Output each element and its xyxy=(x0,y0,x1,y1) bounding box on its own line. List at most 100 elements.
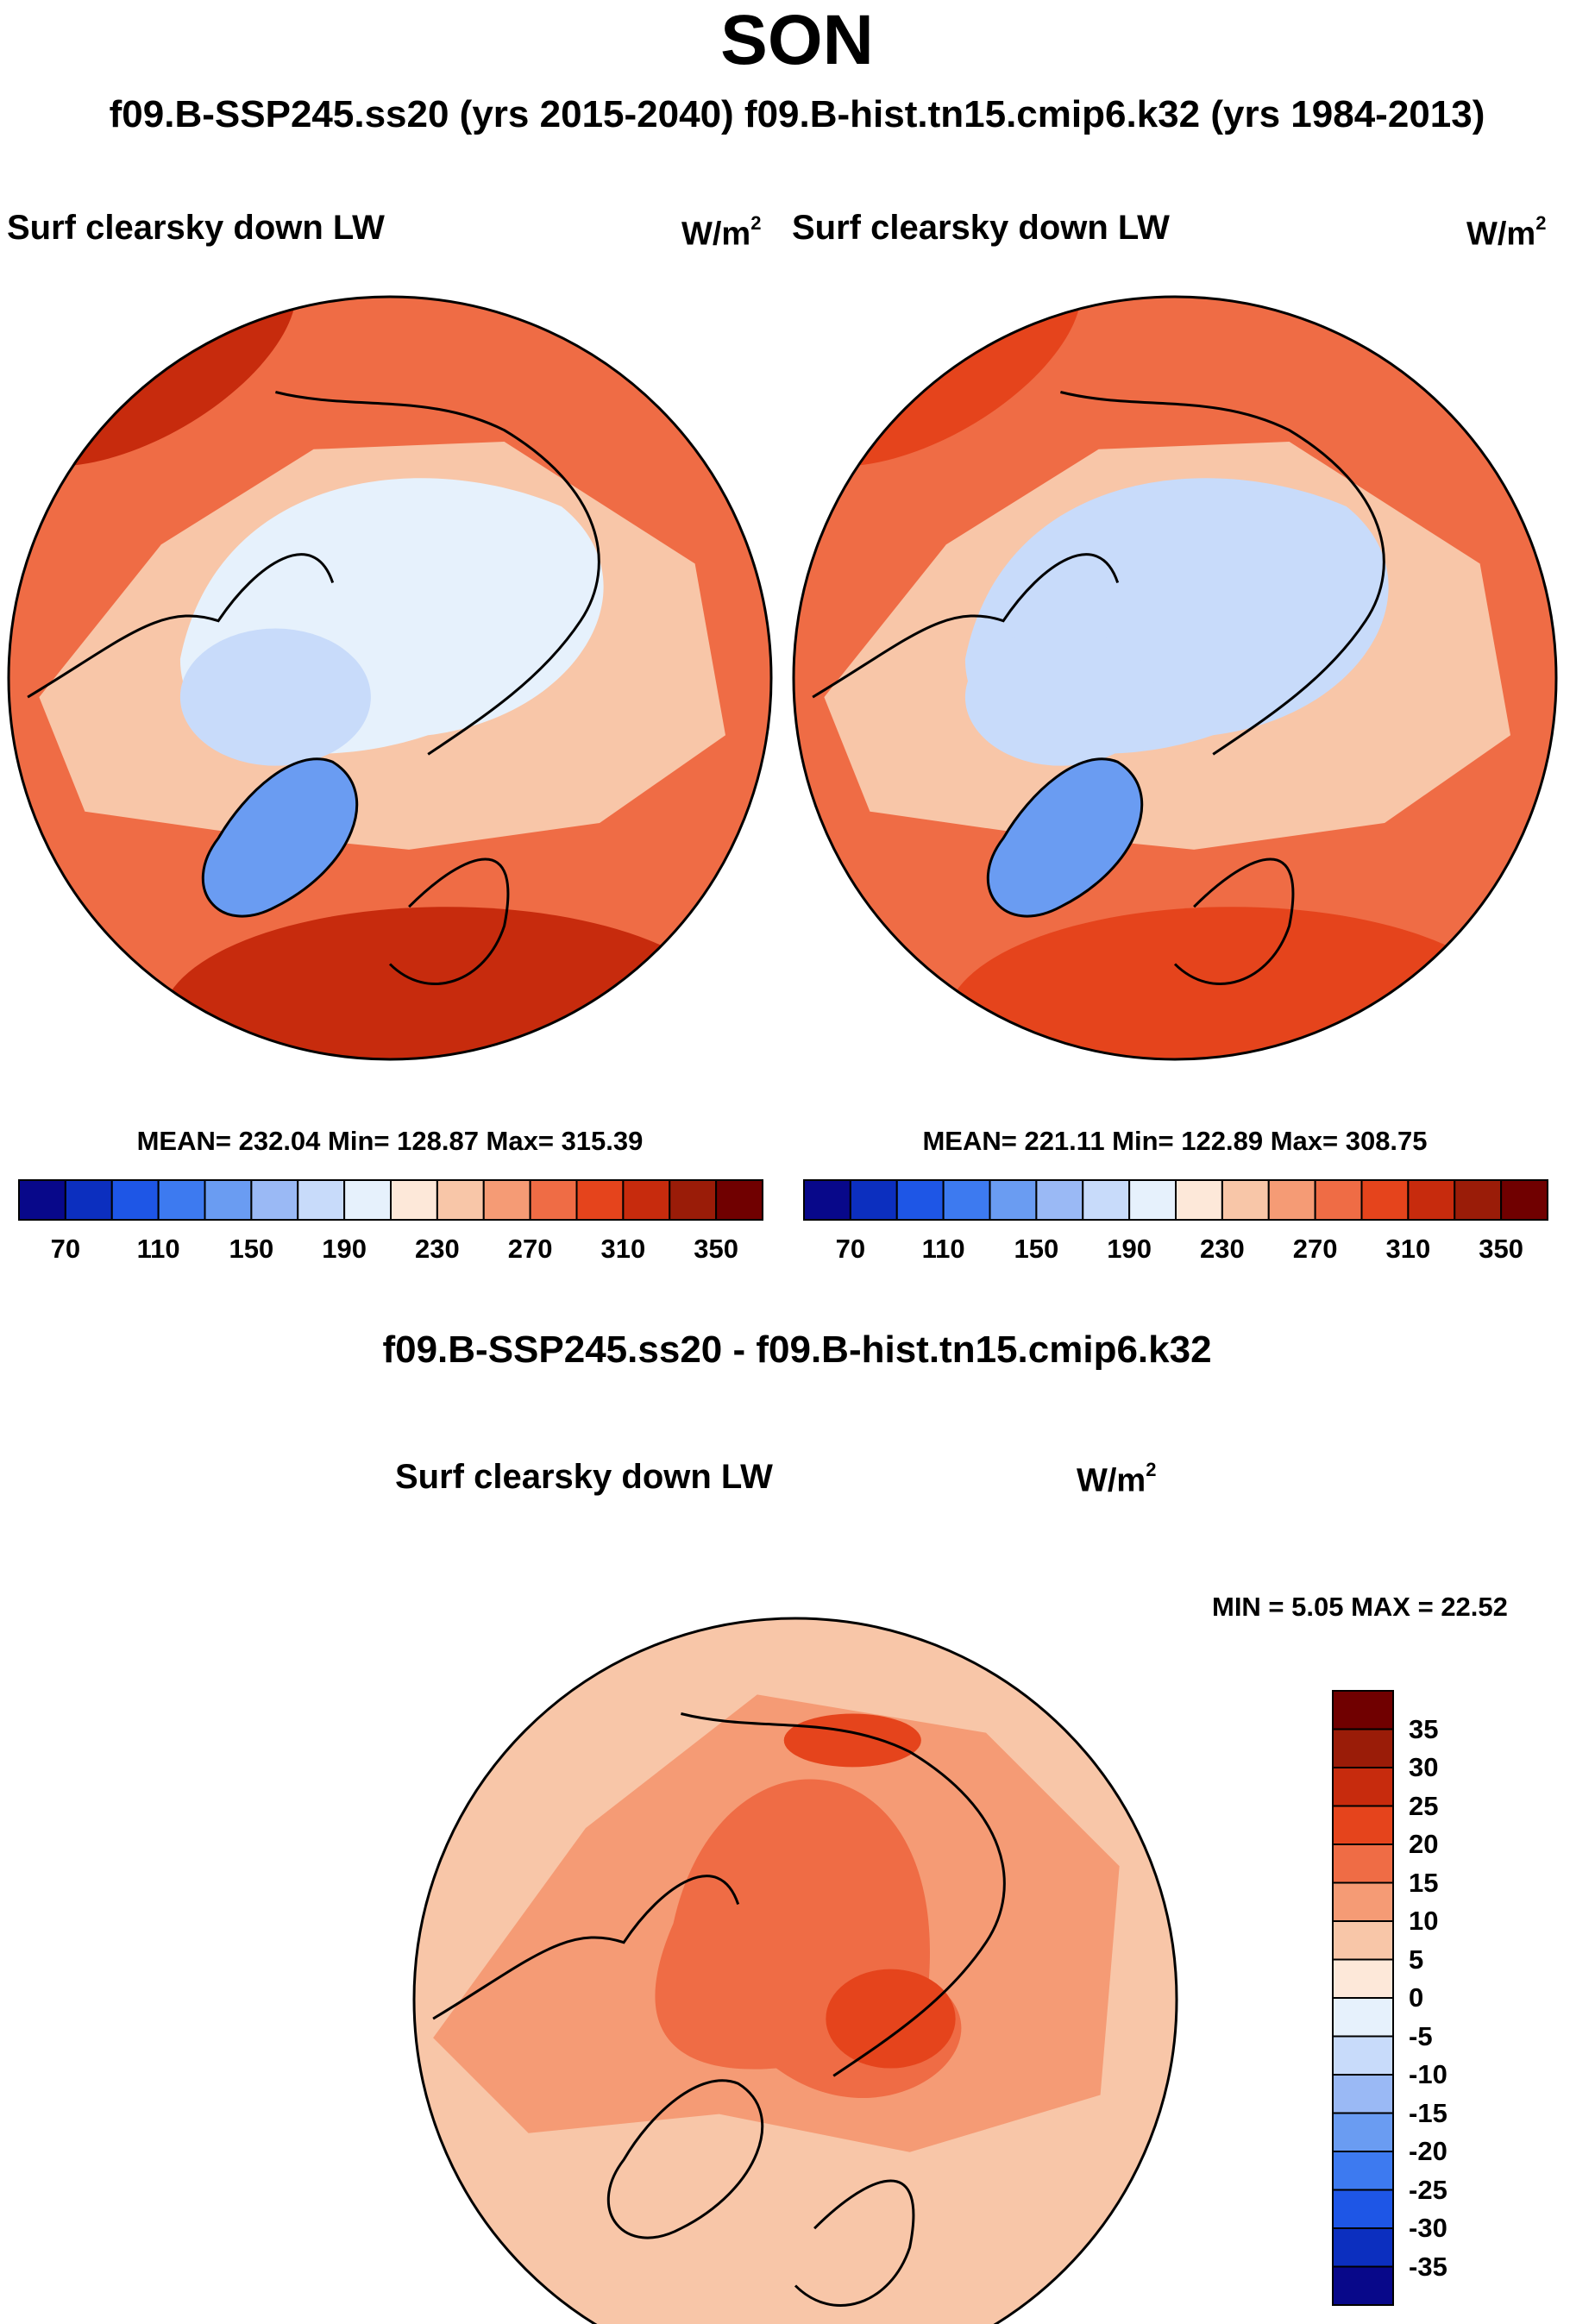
colorbar-swatch xyxy=(942,1179,991,1221)
coastline-north-america xyxy=(812,553,1120,699)
panel1-stats: MEAN= 232.04 Min= 128.87 Max= 315.39 xyxy=(136,1126,644,1156)
colorbar-swatch xyxy=(1221,1179,1270,1221)
colorbar-swatch xyxy=(297,1179,346,1221)
colorbar-tick-label: 310 xyxy=(600,1234,646,1264)
colorbar-swatch xyxy=(989,1179,1038,1221)
colorbar-swatch xyxy=(669,1179,718,1221)
panel1-variable-label: Surf clearsky down LW xyxy=(7,209,385,247)
colorbar-swatch xyxy=(1332,1728,1394,1768)
colorbar-swatch xyxy=(1128,1179,1177,1221)
panel3-units: W/m2 xyxy=(1077,1459,1157,1499)
region-canadian-archipelago xyxy=(964,628,1156,766)
colorbar-swatch xyxy=(1332,2151,1394,2191)
colorbar-tick-label: 150 xyxy=(1014,1234,1059,1264)
colorbar-swatch xyxy=(849,1179,898,1221)
colorbar-tick-label: -35 xyxy=(1409,2251,1447,2282)
colorbar-swatch xyxy=(1407,1179,1456,1221)
colorbar-swatch xyxy=(1332,1881,1394,1922)
panel2-units: W/m2 xyxy=(1466,212,1547,253)
figure-title: SON xyxy=(720,1,874,79)
colorbar-tick-label: 270 xyxy=(507,1234,553,1264)
coastlines xyxy=(432,1712,1006,2307)
panel1-units: W/m2 xyxy=(681,212,762,253)
coastline-scandinavia xyxy=(794,2179,915,2307)
colorbar-swatch xyxy=(622,1179,671,1221)
colorbar-tick-label: -30 xyxy=(1409,2213,1447,2243)
colorbar-swatch xyxy=(1332,1805,1394,1845)
panel2-stats: MEAN= 221.11 Min= 122.89 Max= 308.75 xyxy=(922,1126,1428,1156)
colorbar-tick-label: 150 xyxy=(229,1234,274,1264)
colorbar-tick-label: 350 xyxy=(694,1234,738,1264)
region-north-atlantic-europe xyxy=(160,907,733,1059)
colorbar-swatch xyxy=(1360,1179,1410,1221)
coastline-north-america xyxy=(27,553,335,699)
coastline-eurasia xyxy=(681,1712,1006,2077)
colorbar-swatch xyxy=(110,1179,160,1221)
colorbar-tick-label: 70 xyxy=(50,1234,81,1264)
coastline-north-america xyxy=(432,1875,740,2020)
colorbar-swatch xyxy=(436,1179,485,1221)
colorbar-swatch xyxy=(1332,1920,1394,1961)
colorbar-tick-label: 70 xyxy=(835,1234,866,1264)
region-north-atlantic-europe xyxy=(945,907,1518,1059)
map-boundary xyxy=(792,295,1558,1061)
coastline-scandinavia xyxy=(388,857,510,985)
colorbar-swatch xyxy=(715,1179,763,1221)
region-canadian-archipelago xyxy=(179,628,371,766)
map-boundary xyxy=(412,1617,1178,2324)
colorbar-swatch xyxy=(1035,1179,1084,1221)
coastline-eurasia xyxy=(1060,391,1385,756)
colorbar-swatch xyxy=(1332,1690,1394,1730)
colorbar-tick-label: 110 xyxy=(136,1234,180,1264)
panel3-minmax: MIN = 5.05 MAX = 22.52 xyxy=(1212,1592,1508,1622)
colorbar-tick-label: -5 xyxy=(1409,2020,1433,2051)
coastlines xyxy=(812,391,1385,985)
colorbar-swatch xyxy=(157,1179,206,1221)
colorbar-swatch xyxy=(1332,2074,1394,2114)
colorbar-swatch xyxy=(18,1179,66,1221)
colorbar-swatch xyxy=(1175,1179,1223,1221)
colorbar-tick-label: 190 xyxy=(1107,1234,1152,1264)
colorbar-tick-label: 230 xyxy=(1200,1234,1245,1264)
difference-title: f09.B-SSP245.ss20 - f09.B-hist.tn15.cmip… xyxy=(382,1328,1212,1371)
colorbar-swatch xyxy=(1332,1958,1394,1999)
colorbar-tick-label: 15 xyxy=(1409,1867,1439,1898)
panel3-variable-label: Surf clearsky down LW xyxy=(395,1458,773,1496)
panel2-variable-label: Surf clearsky down LW xyxy=(792,209,1170,247)
colorbar-swatch xyxy=(1500,1179,1548,1221)
colorbar-swatch xyxy=(1332,2227,1394,2268)
colorbar-swatch xyxy=(1332,2112,1394,2152)
colorbar-swatch xyxy=(1332,1843,1394,1884)
colorbar-tick-label: 310 xyxy=(1385,1234,1431,1264)
coastlines xyxy=(27,391,600,985)
colorbar-swatch xyxy=(1082,1179,1131,1221)
colorbar-tick-label: 0 xyxy=(1409,1982,1424,2013)
colorbar-swatch xyxy=(390,1179,438,1221)
colorbar-tick-label: -20 xyxy=(1409,2136,1447,2166)
colorbar-tick-label: 30 xyxy=(1409,1752,1439,1782)
colorbar-swatch xyxy=(343,1179,392,1221)
coastline-scandinavia xyxy=(1173,857,1295,985)
colorbar-swatch xyxy=(1332,1997,1394,2038)
colorbar-swatch xyxy=(1454,1179,1503,1221)
colorbar-tick-label: 190 xyxy=(322,1234,367,1264)
colorbar-swatch xyxy=(1267,1179,1316,1221)
coastline-greenland xyxy=(201,757,359,918)
colorbar-tick-label: 110 xyxy=(921,1234,965,1264)
region-barents-kara-sea xyxy=(826,1969,956,2069)
colorbar-tick-label: 35 xyxy=(1409,1713,1439,1744)
colorbar-tick-label: -25 xyxy=(1409,2174,1447,2205)
colorbar-swatch xyxy=(204,1179,253,1221)
colorbar-swatch xyxy=(1332,2265,1394,2306)
colorbar-swatch xyxy=(482,1179,531,1221)
colorbar-tick-label: 350 xyxy=(1479,1234,1523,1264)
colorbar-tick-label: 10 xyxy=(1409,1906,1439,1936)
colorbar-swatch xyxy=(1332,2035,1394,2076)
colorbar-tick-label: -10 xyxy=(1409,2059,1447,2089)
coastline-greenland xyxy=(606,2079,764,2239)
